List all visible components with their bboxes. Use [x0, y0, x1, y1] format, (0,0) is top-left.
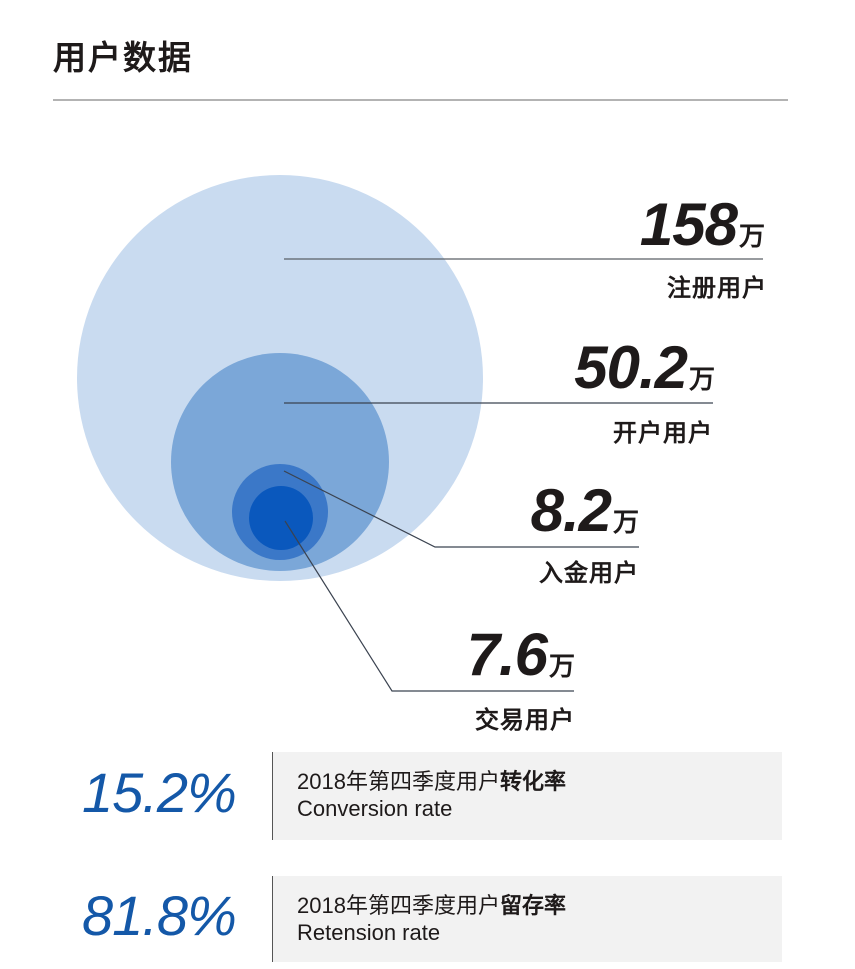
- metric-label-registered: 注册用户: [667, 275, 767, 302]
- leader-line-funded: [283, 470, 639, 548]
- title-prefix: 2018年第四季度用户: [297, 893, 500, 918]
- metric-label-opened: 开户用户: [613, 420, 713, 447]
- circle-opened-users: [171, 353, 389, 571]
- title-emphasis: 转化率: [499, 769, 566, 794]
- retention-rate-card: 2018年第四季度用户留存率 Retension rate: [272, 876, 782, 962]
- value-number: 50.2: [574, 334, 688, 401]
- conversion-rate-english: Conversion rate: [297, 796, 453, 821]
- metric-value-registered: 158万: [640, 190, 765, 259]
- value-unit: 万: [688, 364, 715, 394]
- value-unit: 万: [612, 507, 639, 537]
- page-title: 用户数据: [53, 39, 193, 76]
- metric-label-traded: 交易用户: [475, 707, 575, 734]
- title-divider: [53, 99, 788, 101]
- retention-rate-english: Retension rate: [297, 920, 441, 945]
- value-number: 8.2: [530, 477, 612, 544]
- value-unit: 万: [738, 221, 765, 251]
- conversion-rate-value: 15.2%: [82, 761, 237, 824]
- title-prefix: 2018年第四季度用户: [297, 769, 500, 794]
- leader-line-traded: [284, 520, 574, 692]
- metric-value-traded: 7.6万: [467, 620, 575, 689]
- value-number: 7.6: [466, 621, 548, 688]
- metric-value-opened: 50.2万: [574, 333, 715, 402]
- value-number: 158: [639, 191, 738, 258]
- conversion-rate-card: 2018年第四季度用户转化率 Conversion rate: [272, 752, 782, 840]
- conversion-rate-title: 2018年第四季度用户转化率: [297, 764, 566, 796]
- bubble-chart: [77, 175, 763, 692]
- metric-value-funded: 8.2万: [531, 476, 639, 545]
- value-unit: 万: [548, 651, 575, 681]
- circle-traded-users: [249, 486, 313, 550]
- metric-label-funded: 入金用户: [539, 560, 639, 587]
- retention-rate-value: 81.8%: [82, 884, 237, 947]
- title-emphasis: 留存率: [499, 893, 566, 918]
- retention-rate-title: 2018年第四季度用户留存率: [297, 888, 566, 920]
